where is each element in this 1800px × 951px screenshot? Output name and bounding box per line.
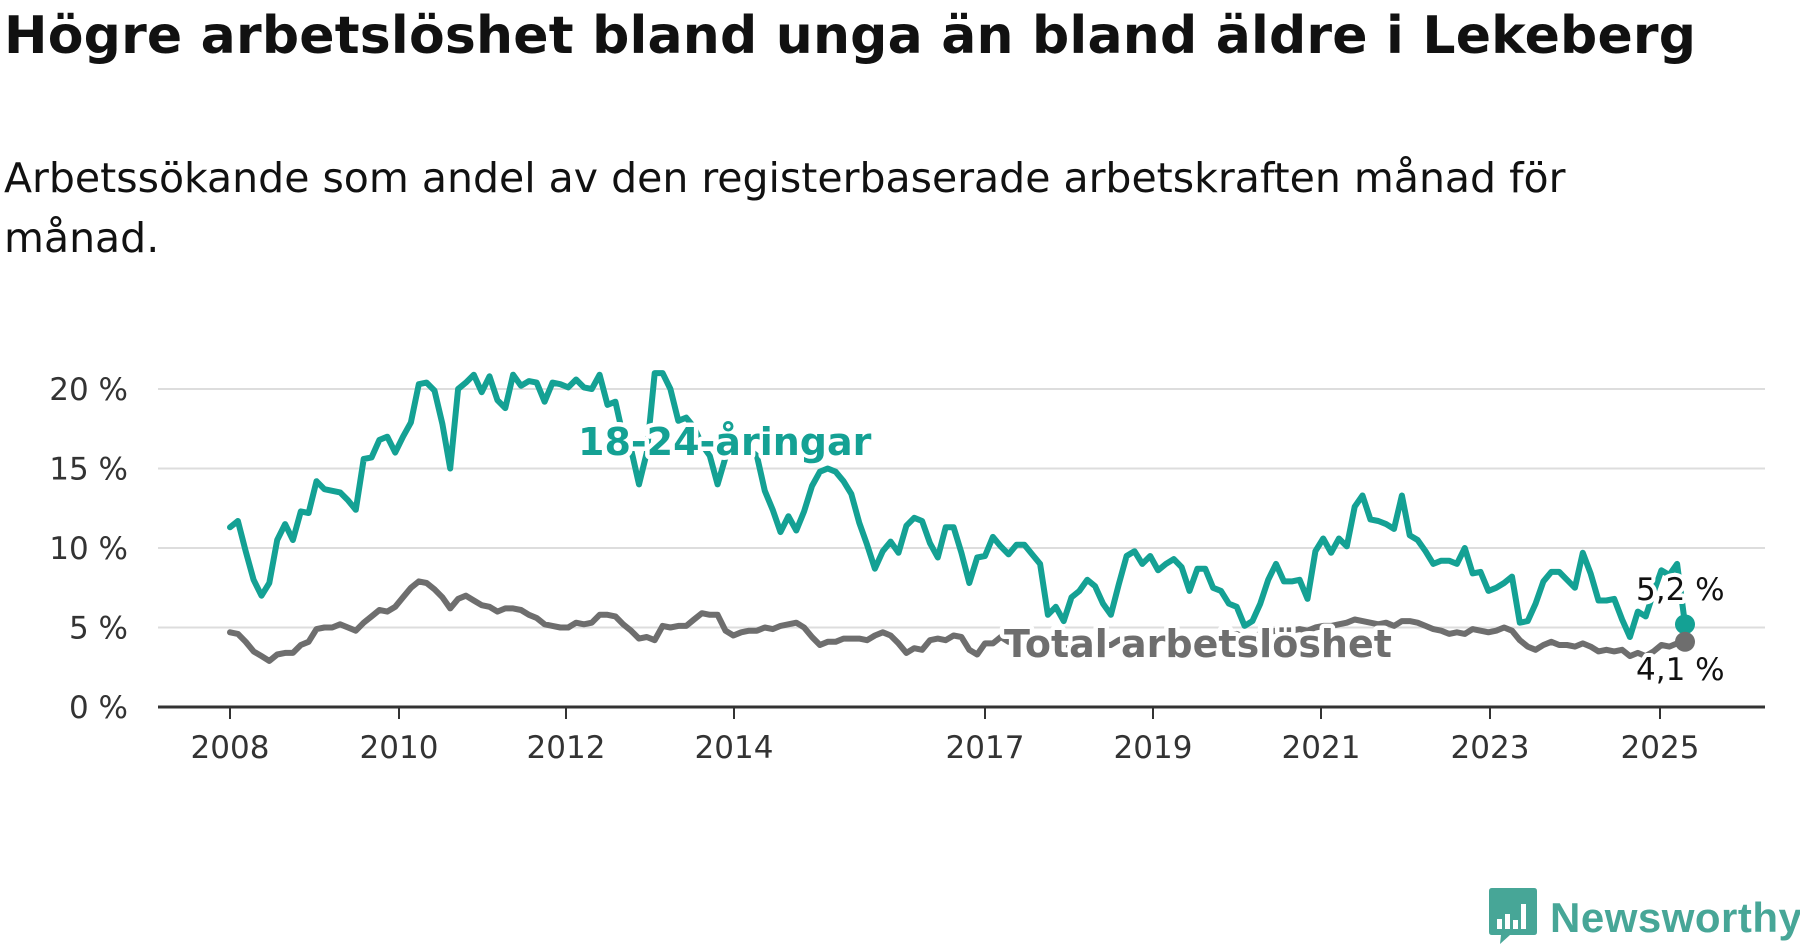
page-subtitle: Arbetssökande som andel av den registerb… xyxy=(4,154,1566,262)
x-tick-label: 2019 xyxy=(1114,730,1193,766)
series-labels: 18-24-åringar Total arbetslöshet 5,2 % 4… xyxy=(574,416,1729,693)
x-tick-label: 2012 xyxy=(527,730,606,766)
y-tick-label: 20 % xyxy=(49,372,128,408)
end-label-youth: 5,2 % xyxy=(1636,572,1725,608)
x-tick-label: 2014 xyxy=(695,730,774,766)
y-tick-label: 0 % xyxy=(69,690,128,726)
x-tick-label: 2017 xyxy=(946,730,1025,766)
end-point xyxy=(1675,631,1695,652)
newsworthy-logo-icon xyxy=(1488,886,1538,950)
x-tick-label: 2025 xyxy=(1621,730,1700,766)
series-line xyxy=(227,578,1688,664)
y-tick-label: 10 % xyxy=(49,531,128,567)
x-tick-label: 2008 xyxy=(191,730,270,766)
end-label-total: 4,1 % xyxy=(1636,652,1725,688)
brand-logo: Newsworthy xyxy=(1488,885,1800,951)
series xyxy=(227,370,1695,664)
series-label-total: Total arbetslöshet xyxy=(1004,622,1392,666)
page-title: Högre arbetslöshet bland unga än bland ä… xyxy=(4,6,1697,66)
x-tick-label: 2021 xyxy=(1282,730,1361,766)
end-point xyxy=(1675,614,1695,635)
y-tick-label: 5 % xyxy=(69,611,128,647)
x-axis: 2008 2010 2012 2014 2017 2019 2021 2023 2025 xyxy=(191,707,1700,766)
y-axis: 0 % 5 % 10 % 15 % 20 % xyxy=(49,372,128,726)
brand-name: Newsworthy xyxy=(1550,894,1800,941)
x-tick-label: 2010 xyxy=(360,730,439,766)
y-tick-label: 15 % xyxy=(49,452,128,488)
x-tick-label: 2023 xyxy=(1451,730,1530,766)
series-label-youth: 18-24-åringar xyxy=(578,420,872,464)
series-line xyxy=(227,370,1688,640)
